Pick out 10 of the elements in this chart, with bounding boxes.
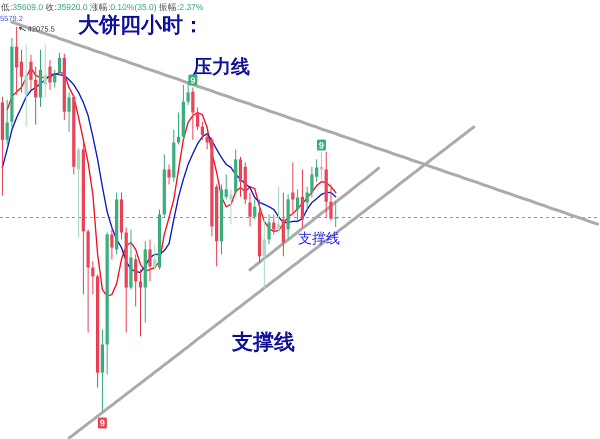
annotation: 9 [318, 140, 324, 150]
annotation: 9 [98, 417, 107, 428]
annotation: 9 [316, 140, 326, 150]
annotation: 支撑线 [298, 231, 340, 247]
title: 大饼四小时： [78, 12, 204, 37]
annotation: 9 [100, 418, 105, 428]
annotation: 低:35609.0 收:35920.0 涨幅:0.10%(35.0) 振幅:2.37% [1, 2, 204, 12]
annotation: 9 [188, 74, 198, 86]
annotation: 支撑线 [232, 329, 295, 354]
annotation: 9 [190, 75, 196, 86]
